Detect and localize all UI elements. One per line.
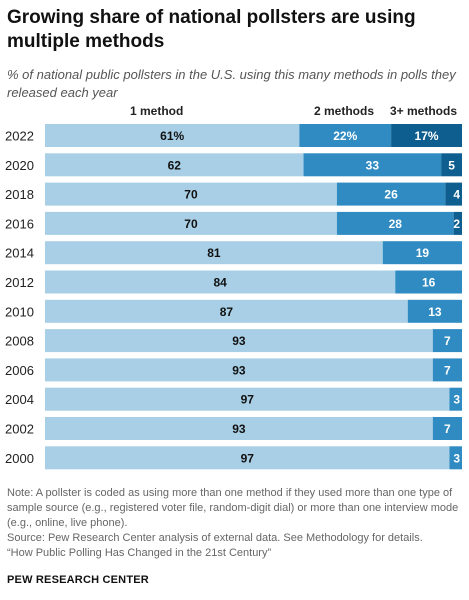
data-label-2016-0: 70 (184, 217, 198, 231)
y-tick-label-2022: 2022 (5, 129, 34, 144)
data-label-2010-0: 87 (220, 305, 234, 319)
note-text: Note: A pollster is coded as using more … (7, 487, 459, 529)
bar-2022-1 (299, 124, 392, 147)
header-1-method: 1 method (130, 104, 184, 118)
brand-logo-text: PEW RESEARCH CENTER (7, 574, 149, 586)
bar-2020-0 (45, 153, 304, 177)
bar-2014-0 (45, 241, 383, 265)
data-label-2022-2: 17% (415, 129, 439, 143)
bar-2012-1 (395, 270, 462, 294)
data-label-2018-2: 4 (453, 188, 460, 202)
data-label-2002-0: 93 (232, 422, 246, 436)
bar-2006-0 (45, 358, 433, 382)
data-label-2018-0: 70 (184, 188, 198, 202)
bar-2022-0 (45, 124, 300, 147)
data-label-2006-0: 93 (232, 363, 246, 377)
bar-2016-2 (453, 211, 462, 235)
bar-2020-2 (441, 153, 462, 177)
header-2-methods: 2 methods (314, 104, 375, 118)
bar-2016-1 (336, 211, 454, 235)
report-title: “How Public Polling Has Changed in the 2… (7, 547, 272, 559)
bar-2004-1 (449, 387, 462, 411)
bar-2012-0 (45, 270, 396, 294)
data-label-2022-0: 61% (160, 129, 184, 143)
bar-2006-1 (432, 358, 462, 382)
chart-title: Growing share of national pollsters are … (7, 7, 416, 52)
data-label-2018-1: 26 (384, 188, 398, 202)
data-label-2004-1: 3 (453, 393, 460, 407)
y-tick-label-2014: 2014 (5, 246, 34, 261)
bar-2020-1 (303, 153, 442, 177)
bar-2008-1 (432, 329, 462, 353)
data-label-2012-0: 84 (213, 276, 227, 290)
data-label-2016-1: 28 (389, 217, 403, 231)
bar-2014-1 (382, 241, 462, 265)
bar-2016-0 (45, 211, 337, 235)
bar-2004-0 (45, 387, 450, 411)
data-label-2000-0: 97 (241, 451, 255, 465)
data-label-2020-2: 5 (448, 158, 455, 172)
data-label-2022-1: 22% (333, 129, 357, 143)
data-label-2020-0: 62 (168, 158, 182, 172)
data-label-2000-1: 3 (453, 451, 460, 465)
chart-subtitle: % of national public pollsters in the U.… (7, 67, 456, 100)
data-label-2014-1: 19 (416, 246, 430, 260)
bar-2002-0 (45, 417, 433, 440)
header-3plus-methods: 3+ methods (390, 104, 458, 118)
y-tick-label-2010: 2010 (5, 304, 34, 319)
bar-2010-0 (45, 299, 408, 323)
data-label-2006-1: 7 (444, 363, 451, 377)
y-tick-label-2012: 2012 (5, 275, 34, 290)
y-tick-label-2004: 2004 (5, 392, 34, 407)
bar-2000-0 (45, 446, 450, 470)
data-label-2014-0: 81 (207, 246, 221, 260)
y-tick-label-2018: 2018 (5, 187, 34, 202)
bar-2018-2 (445, 182, 462, 206)
data-label-2002-1: 7 (444, 422, 451, 436)
data-label-2008-1: 7 (444, 334, 451, 348)
notes: Note: A pollster is coded as using more … (7, 486, 465, 561)
bar-2018-1 (336, 182, 446, 206)
data-label-2008-0: 93 (232, 334, 246, 348)
y-tick-label-2002: 2002 (5, 422, 34, 437)
bar-2022-2 (391, 124, 462, 147)
y-tick-label-2016: 2016 (5, 216, 34, 231)
source-text: Source: Pew Research Center analysis of … (7, 532, 423, 544)
y-tick-label-2006: 2006 (5, 363, 34, 378)
y-tick-label-2008: 2008 (5, 334, 34, 349)
data-label-2020-1: 33 (366, 158, 380, 172)
data-label-2012-1: 16 (422, 276, 436, 290)
bar-2018-0 (45, 182, 337, 206)
data-label-2010-1: 13 (428, 305, 442, 319)
data-label-2004-0: 97 (241, 393, 255, 407)
y-tick-label-2020: 2020 (5, 158, 34, 173)
data-label-2016-2: 2 (453, 217, 460, 231)
bar-2010-1 (407, 299, 462, 323)
bar-2000-1 (449, 446, 462, 470)
bar-2002-1 (432, 417, 462, 440)
bar-2008-0 (45, 329, 433, 353)
y-tick-label-2000: 2000 (5, 451, 34, 466)
